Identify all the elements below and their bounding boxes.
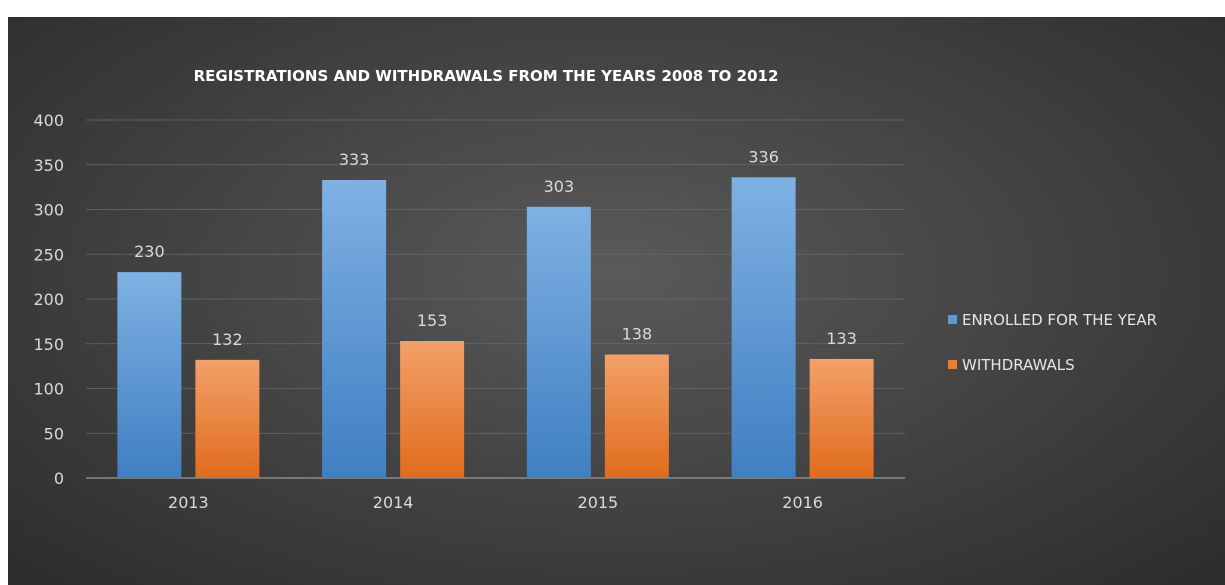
y-tick-label: 250 [33, 245, 64, 264]
y-tick-label: 300 [33, 201, 64, 220]
chart-title: REGISTRATIONS AND WITHDRAWALS FROM THE Y… [194, 67, 779, 85]
bar-chart: REGISTRATIONS AND WITHDRAWALS FROM THE Y… [33, 67, 1157, 512]
data-label: 133 [826, 329, 857, 348]
chart-area: REGISTRATIONS AND WITHDRAWALS FROM THE Y… [8, 17, 1225, 585]
x-tick-label: 2014 [373, 493, 414, 512]
x-tick-label: 2015 [578, 493, 619, 512]
data-label: 336 [748, 147, 779, 166]
legend-swatch [948, 360, 957, 369]
bar-withdrawals-2013 [195, 359, 260, 478]
legend-label: ENROLLED FOR THE YEAR [962, 311, 1157, 329]
data-label: 230 [134, 242, 165, 261]
bar-enrolled-2015 [526, 206, 591, 478]
data-label: 153 [417, 311, 448, 330]
legend: ENROLLED FOR THE YEAR WITHDRAWALS [948, 311, 1157, 374]
data-label: 132 [212, 330, 243, 349]
bar-enrolled-2014 [322, 179, 387, 478]
data-labels: 230 132 333 153 303 138 336 133 [134, 147, 857, 349]
y-tick-label: 0 [54, 469, 64, 488]
y-tick-label: 350 [33, 156, 64, 175]
x-axis-ticks: 2013 2014 2015 2016 [168, 493, 823, 512]
data-label: 333 [339, 150, 370, 169]
data-label: 138 [622, 324, 653, 343]
bar-enrolled-2013 [117, 272, 182, 478]
bar-enrolled-2016 [731, 177, 796, 478]
legend-swatch [948, 315, 957, 324]
bar-withdrawals-2014 [400, 341, 465, 478]
y-tick-label: 400 [33, 111, 64, 130]
x-tick-label: 2016 [782, 493, 823, 512]
legend-label: WITHDRAWALS [962, 356, 1075, 374]
y-axis-ticks: 0 50 100 150 200 250 300 350 400 [33, 111, 64, 488]
y-tick-label: 50 [44, 424, 64, 443]
y-tick-label: 150 [33, 335, 64, 354]
bars [117, 177, 874, 478]
bar-withdrawals-2016 [809, 358, 874, 478]
y-tick-label: 200 [33, 290, 64, 309]
bar-withdrawals-2015 [604, 354, 669, 478]
data-label: 303 [544, 177, 575, 196]
y-tick-label: 100 [33, 380, 64, 399]
x-tick-label: 2013 [168, 493, 209, 512]
